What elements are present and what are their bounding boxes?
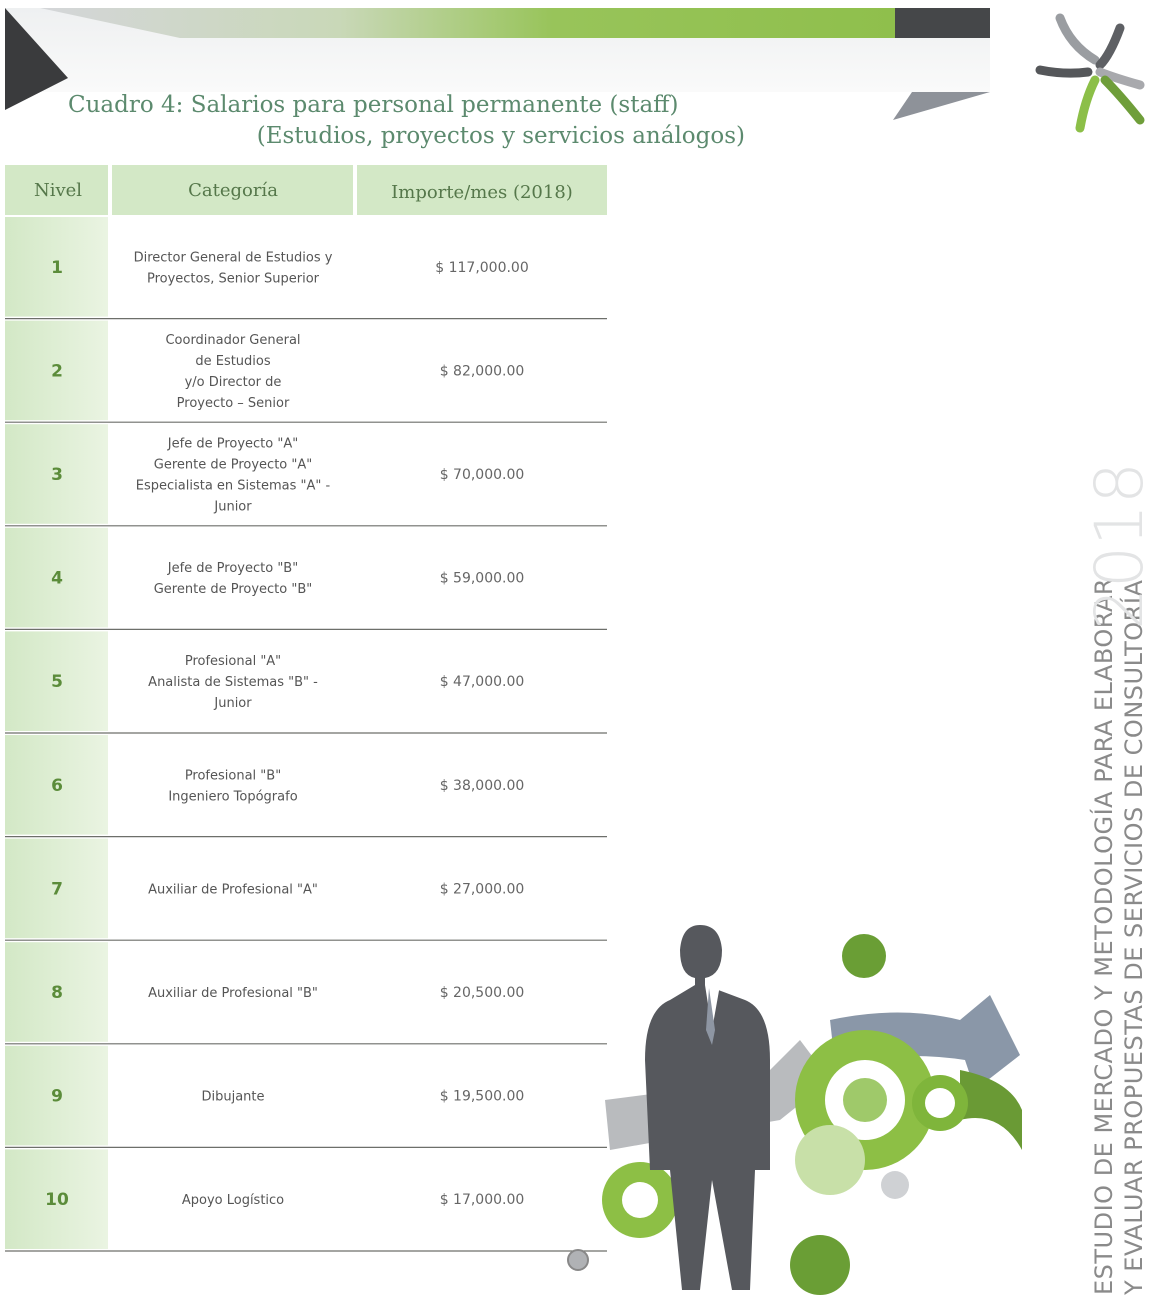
level-cell <box>5 838 108 939</box>
category: Auxiliar de Profesional "A" <box>148 882 318 897</box>
level: 9 <box>51 1087 63 1107</box>
table-row: 3 Jefe de Proyecto "A" Gerente de Proyecto… <box>5 424 607 527</box>
level-cell <box>5 424 108 524</box>
table-row: 5 Profesional "A" Analista de Sistemas "B"… <box>5 631 607 734</box>
title-line: Cuadro 4: Salarios para personal permane… <box>68 92 678 118</box>
category: Dibujante <box>201 1090 264 1105</box>
amount: $ 19,500.00 <box>440 1089 525 1105</box>
level: 5 <box>51 672 63 692</box>
level-cell <box>5 735 108 835</box>
level: 1 <box>51 258 63 278</box>
level: 6 <box>51 776 63 796</box>
level-cell <box>5 217 108 317</box>
category: Coordinador General <box>165 333 300 348</box>
level: 7 <box>51 879 63 899</box>
amount: $ 59,000.00 <box>440 571 525 587</box>
category: de Estudios <box>195 354 271 369</box>
level: 10 <box>45 1190 69 1210</box>
side-year: 2018 <box>1081 462 1157 630</box>
table-row: 7 Auxiliar de Profesional "A" $ 27,000.00 <box>5 838 607 941</box>
level: 2 <box>51 361 63 381</box>
category: Junior <box>213 500 252 515</box>
category: Jefe de Proyecto "B" <box>167 561 298 576</box>
table-row: 8 Auxiliar de Profesional "B" $ 20,500.00 <box>5 942 607 1045</box>
category: Gerente de Proyecto "B" <box>154 582 313 597</box>
category: Junior <box>213 696 252 711</box>
amount: $ 20,500.00 <box>440 985 525 1001</box>
table-header: Nivel Categoría Importe/mes (2018) <box>5 165 607 215</box>
amount: $ 17,000.00 <box>440 1192 525 1208</box>
table-row: 6 Profesional "B" Ingeniero Topógrafo $ 38,… <box>5 735 607 838</box>
level-cell <box>5 1149 108 1249</box>
category: Proyecto – Senior <box>177 396 290 411</box>
logo <box>1035 13 1145 133</box>
column-header: Categoría <box>188 180 278 201</box>
side-line: ESTUDIO DE MERCADO Y METODOLOGÍA PARA EL… <box>1089 578 1118 1295</box>
illustration <box>567 925 1022 1295</box>
amount: $ 27,000.00 <box>440 881 525 897</box>
level-cell <box>5 527 108 628</box>
category: Jefe de Proyecto "A" <box>167 437 298 452</box>
title-line: (Estudios, proyectos y servicios análogo… <box>257 123 745 149</box>
level: 4 <box>51 569 63 589</box>
category: Profesional "A" <box>185 654 281 669</box>
level: 8 <box>51 983 63 1003</box>
table-row: 4 Jefe de Proyecto "B" Gerente de Proyecto… <box>5 527 607 631</box>
table-row: 9 Dibujante $ 19,500.00 <box>5 1045 607 1149</box>
amount: $ 70,000.00 <box>440 467 525 483</box>
side-text: ESTUDIO DE MERCADO Y METODOLOGÍA PARA EL… <box>1081 462 1157 1296</box>
category: y/o Director de <box>185 375 282 390</box>
level-cell <box>5 942 108 1042</box>
table-row: 10 Apoyo Logístico $ 17,000.00 <box>5 1149 607 1252</box>
column-header: Nivel <box>34 180 82 201</box>
amount: $ 47,000.00 <box>440 674 525 690</box>
category: Apoyo Logístico <box>182 1193 284 1208</box>
column-header: Importe/mes (2018) <box>391 182 573 203</box>
level: 3 <box>51 465 63 485</box>
table-row: 1 Director General de Estudios y Proyectos… <box>5 217 607 320</box>
category: Analista de Sistemas "B" - <box>148 675 318 690</box>
level-cell <box>5 320 108 421</box>
amount: $ 38,000.00 <box>440 778 525 794</box>
table-body: 1 Director General de Estudios y Proyectos… <box>5 217 607 1252</box>
side-line: Y EVALUAR PROPUESTAS DE SERVICIOS DE CON… <box>1119 580 1148 1296</box>
category: Director General de Estudios y <box>134 250 333 265</box>
category: Gerente de Proyecto "A" <box>154 458 312 473</box>
category: Profesional "B" <box>185 768 281 783</box>
banner <box>5 8 990 120</box>
category: Proyectos, Senior Superior <box>147 271 320 286</box>
table-row: 2 Coordinador General de Estudios y/o Direc… <box>5 320 607 423</box>
category: Ingeniero Topógrafo <box>168 789 297 804</box>
category: Auxiliar de Profesional "B" <box>148 986 318 1001</box>
category: Especialista en Sistemas "A" - <box>136 479 331 494</box>
amount: $ 82,000.00 <box>440 363 525 379</box>
level-cell <box>5 1045 108 1146</box>
level-cell <box>5 631 108 731</box>
amount: $ 117,000.00 <box>435 260 529 276</box>
